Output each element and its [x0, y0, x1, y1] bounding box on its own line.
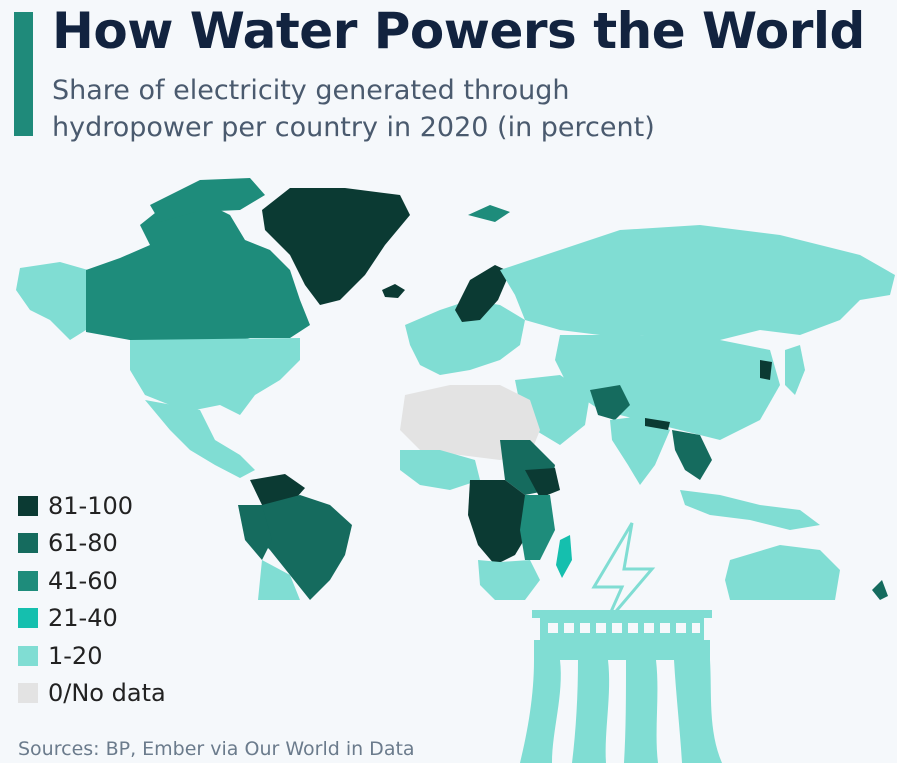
map-legend: 81-100 61-80 41-60 21-40 1-20 0/No data	[18, 487, 166, 712]
region-japan	[785, 345, 805, 395]
region-east-asia	[555, 335, 780, 440]
legend-label: 41-60	[48, 566, 118, 595]
legend-item: 61-80	[18, 525, 166, 563]
region-southern-cone	[258, 560, 300, 600]
legend-swatch	[18, 645, 38, 666]
region-ethiopia	[525, 468, 560, 498]
legend-swatch	[18, 570, 38, 591]
legend-label: 1-20	[48, 641, 103, 670]
region-central-africa	[468, 480, 530, 565]
region-svalbard	[468, 205, 510, 222]
region-southern-africa	[478, 560, 540, 600]
region-scandinavia	[455, 265, 510, 322]
region-east-africa-south	[520, 495, 555, 560]
world-map	[16, 178, 895, 600]
region-mexico	[145, 400, 255, 478]
region-indonesia	[680, 490, 820, 530]
hydro-dam-lightning-icon	[520, 522, 722, 763]
legend-label: 0/No data	[48, 679, 166, 708]
region-himalaya	[645, 418, 670, 430]
region-russia	[500, 225, 895, 340]
legend-item: 81-100	[18, 487, 166, 525]
legend-label: 61-80	[48, 529, 118, 558]
region-europe	[405, 300, 525, 375]
region-korea	[760, 360, 772, 380]
legend-item: 0/No data	[18, 675, 166, 713]
region-peru	[238, 505, 272, 560]
region-greenland	[262, 188, 410, 305]
legend-item: 41-60	[18, 562, 166, 600]
legend-label: 21-40	[48, 604, 118, 633]
region-south-america-east	[250, 495, 352, 600]
region-india	[610, 415, 670, 485]
legend-swatch	[18, 608, 38, 629]
region-madagascar	[556, 535, 572, 578]
region-south-central-asia	[590, 385, 630, 420]
region-australia	[725, 545, 840, 600]
legend-item: 1-20	[18, 637, 166, 675]
region-arctic-islands	[150, 178, 265, 222]
region-canada	[86, 200, 310, 345]
region-andean-north	[250, 474, 305, 505]
legend-swatch	[18, 683, 38, 704]
legend-label: 81-100	[48, 491, 134, 520]
region-west-africa	[400, 450, 480, 490]
source-note: Sources: BP, Ember via Our World in Data	[18, 738, 415, 760]
region-iceland	[382, 284, 405, 298]
region-new-zealand	[872, 580, 888, 600]
page-subtitle: Share of electricity generated through h…	[52, 75, 655, 143]
title-accent-bar	[14, 12, 33, 136]
region-southeast-asia	[672, 430, 712, 480]
region-usa	[130, 338, 300, 415]
page-title: How Water Powers the World	[52, 2, 865, 60]
legend-swatch	[18, 533, 38, 554]
region-alaska	[16, 262, 88, 340]
legend-swatch	[18, 495, 38, 516]
legend-item: 21-40	[18, 600, 166, 638]
